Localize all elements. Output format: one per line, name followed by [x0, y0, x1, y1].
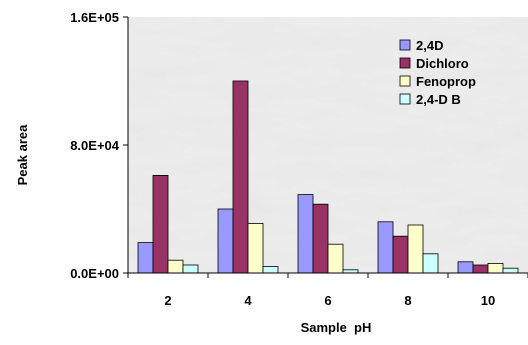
x-tick-label: 6 [324, 293, 331, 308]
legend-label: Dichloro [416, 56, 469, 71]
bar-dichloro-10 [472, 264, 489, 274]
legend-swatch [399, 39, 411, 51]
legend-swatch [399, 75, 411, 87]
y-tick-label: 1.6E+05 [70, 10, 119, 25]
bar-2-4d-10 [457, 261, 474, 274]
bar-2-4-d-b-10 [502, 267, 519, 274]
bar-2-4-d-b-8 [422, 253, 439, 274]
bar-dichloro-6 [312, 203, 329, 274]
bar-dichloro-2 [152, 174, 169, 274]
y-tick-label: 8.0E+04 [70, 138, 120, 153]
x-axis-title: Sample pH [301, 320, 372, 335]
legend-label: Fenoprop [416, 74, 476, 89]
bar-2-4d-8 [377, 221, 394, 274]
bar-dichloro-4 [232, 80, 249, 274]
legend: 2,4D Dichloro Fenoprop 2,4-D B [399, 38, 476, 107]
axes: 0.0E+00 8.0E+04 1.6E+05 2 4 6 8 10 [70, 10, 528, 308]
legend-swatch [399, 93, 411, 105]
x-tick-label: 2 [164, 293, 171, 308]
legend-swatch [399, 57, 411, 69]
y-axis-title: Peak area [15, 124, 30, 185]
bar-dichloro-8 [392, 235, 409, 274]
legend-label: 2,4D [416, 38, 443, 53]
bar-fenoprop-6 [327, 243, 344, 274]
bars [137, 80, 519, 274]
bar-fenoprop-8 [407, 224, 424, 274]
x-tick-label: 4 [244, 293, 252, 308]
bar-2-4d-4 [217, 208, 234, 274]
x-tick-label: 10 [481, 293, 495, 308]
y-tick-label: 0.0E+00 [70, 266, 119, 281]
bar-2-4d-2 [137, 242, 154, 274]
bar-fenoprop-10 [487, 262, 504, 274]
bar-fenoprop-2 [167, 259, 184, 274]
bar-2-4-d-b-2 [182, 264, 199, 274]
bar-2-4d-6 [297, 194, 314, 274]
bar-2-4-d-b-4 [262, 266, 279, 274]
legend-label: 2,4-D B [416, 92, 461, 107]
bar-fenoprop-4 [247, 222, 264, 274]
x-tick-label: 8 [404, 293, 411, 308]
